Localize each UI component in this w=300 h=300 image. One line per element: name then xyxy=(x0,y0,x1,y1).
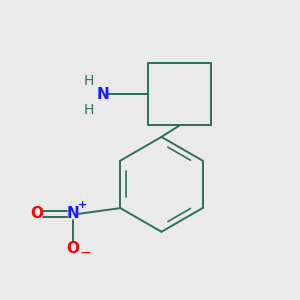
Text: H: H xyxy=(84,103,94,117)
Text: N: N xyxy=(96,87,109,102)
Text: +: + xyxy=(78,200,87,210)
Text: H: H xyxy=(84,74,94,88)
Text: O: O xyxy=(31,206,44,221)
Text: O: O xyxy=(67,241,80,256)
Text: −: − xyxy=(80,246,92,260)
Text: N: N xyxy=(67,206,80,221)
